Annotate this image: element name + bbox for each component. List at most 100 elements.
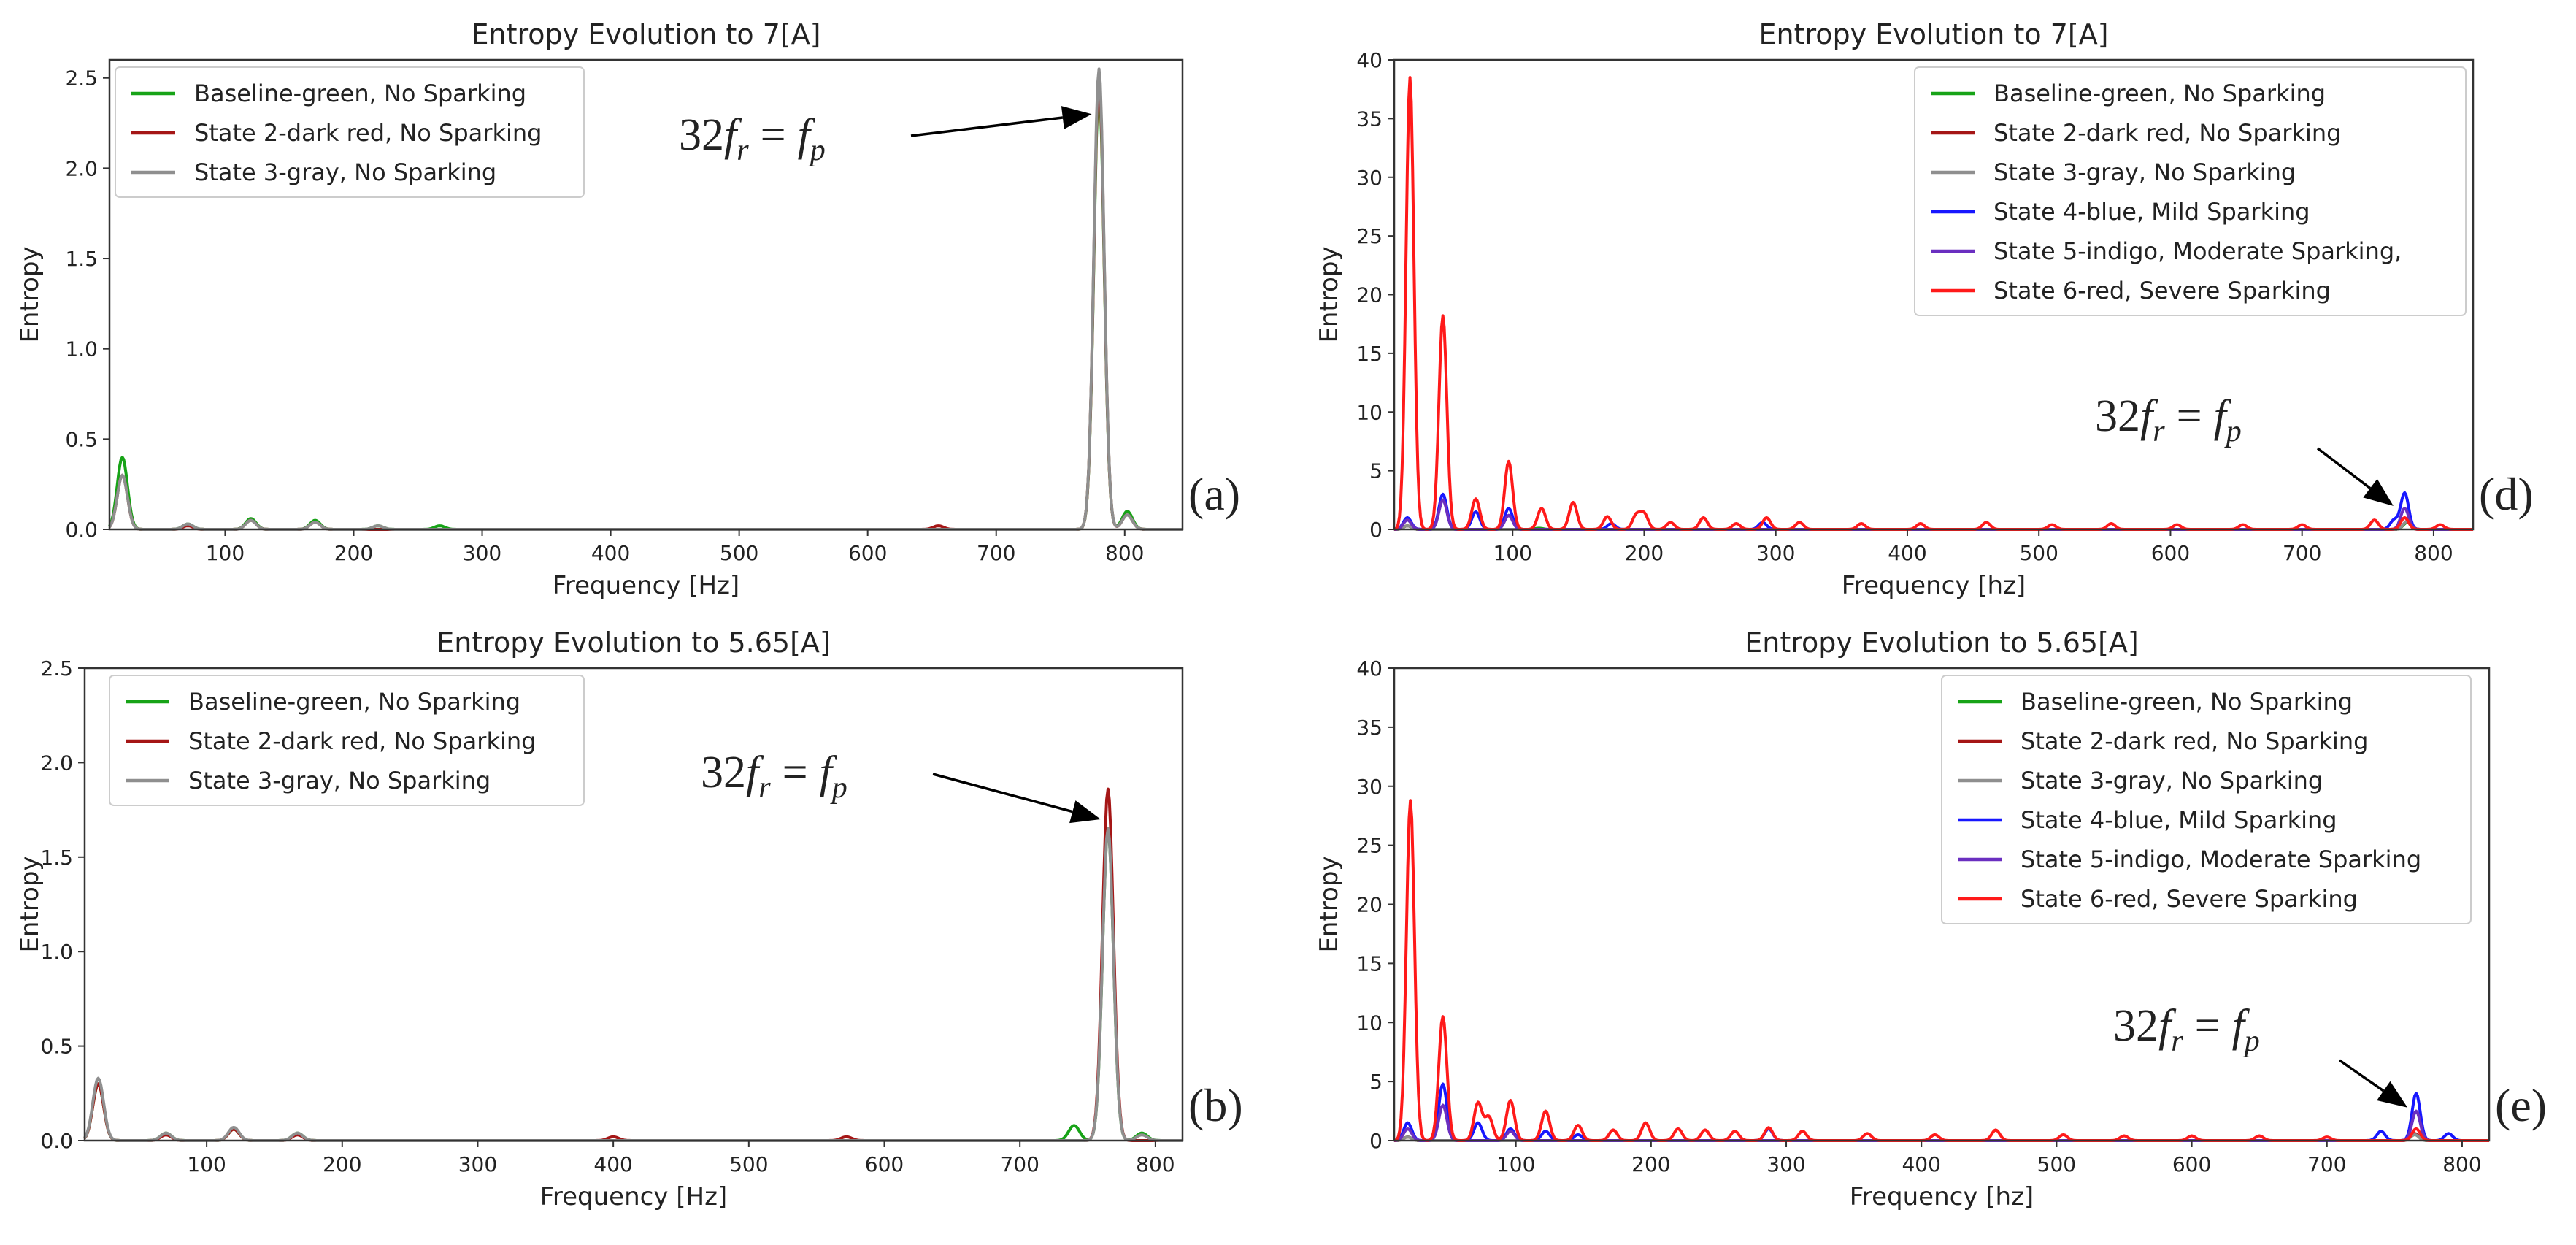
x-tick-label: 200 bbox=[334, 541, 373, 565]
y-tick-label: 0.5 bbox=[65, 427, 98, 451]
formula-coefficient: 32 bbox=[2113, 1001, 2158, 1051]
y-tick-label: 0.5 bbox=[40, 1035, 73, 1059]
legend-label: State 6-red, Severe Sparking bbox=[1993, 277, 2331, 304]
y-tick-label: 2.5 bbox=[40, 656, 73, 681]
y-tick-label: 40 bbox=[1356, 656, 1383, 681]
y-tick-label: 1.5 bbox=[40, 846, 73, 870]
y-tick-label: 0.0 bbox=[65, 518, 98, 542]
formula-subscript-r: r bbox=[758, 771, 771, 805]
x-tick-label: 300 bbox=[1756, 541, 1795, 565]
y-tick-label: 20 bbox=[1356, 283, 1383, 307]
annotation-arrow-head bbox=[1061, 106, 1092, 129]
chart-title: Entropy Evolution to 7[A] bbox=[1758, 18, 2108, 50]
plot-frame bbox=[83, 667, 1184, 1142]
x-tick-label: 100 bbox=[1493, 541, 1531, 565]
formula-equals: = bbox=[783, 748, 808, 797]
y-tick-label: 30 bbox=[1356, 166, 1383, 190]
x-tick-label: 600 bbox=[2172, 1152, 2211, 1176]
series-line-d-4 bbox=[1393, 498, 2474, 531]
x-tick-label: 100 bbox=[206, 541, 245, 565]
panel-letter: (d) bbox=[2479, 468, 2534, 520]
y-tick-label: 1.0 bbox=[65, 337, 98, 361]
x-tick-label: 800 bbox=[1136, 1152, 1174, 1176]
y-tick-label: 2.0 bbox=[65, 156, 98, 180]
series-line-e-4 bbox=[1393, 1103, 2490, 1142]
panel-letter: (e) bbox=[2495, 1079, 2547, 1131]
annotation-arrow-shaft bbox=[932, 773, 1073, 813]
y-tick-label: 25 bbox=[1356, 834, 1383, 858]
x-tick-label: 500 bbox=[2037, 1152, 2076, 1176]
x-tick-label: 600 bbox=[848, 541, 887, 565]
annotation-formula: 32fr = fp bbox=[679, 110, 826, 167]
legend-label: State 3-gray, No Sparking bbox=[2021, 767, 2323, 794]
y-tick-label: 35 bbox=[1356, 107, 1383, 131]
y-tick-label: 1.0 bbox=[40, 940, 73, 964]
x-tick-label: 400 bbox=[593, 1152, 632, 1176]
annotation-arrow-shaft bbox=[910, 116, 1064, 137]
chart-panel-b: Entropy Evolution to 5.65[A] 100 200 300 400… bbox=[15, 627, 1243, 1211]
legend-label: State 4-blue, Mild Sparking bbox=[2021, 806, 2337, 834]
legend-box bbox=[1941, 675, 2472, 924]
chart-panel-e: Entropy Evolution to 5.65[A]100 200 300 400… bbox=[1315, 627, 2547, 1211]
legend-label: State 2-dark red, No Sparking bbox=[194, 119, 542, 147]
x-tick-label: 100 bbox=[187, 1152, 226, 1176]
formula-coefficient: 32 bbox=[679, 110, 724, 160]
y-tick-label: 2.5 bbox=[65, 66, 98, 91]
formula-subscript-p: p bbox=[808, 134, 826, 167]
x-tick-label: 800 bbox=[1105, 541, 1144, 565]
legend-label: State 3-gray, No Sparking bbox=[194, 158, 496, 186]
x-tick-label: 400 bbox=[1888, 541, 1926, 565]
y-tick-label: 5 bbox=[1369, 1070, 1383, 1094]
series-line-e-3 bbox=[1393, 1082, 2490, 1142]
legend-label: State 4-blue, Mild Sparking bbox=[1993, 198, 2310, 226]
y-tick-label: 40 bbox=[1356, 48, 1383, 72]
legend-label: State 2-dark red, No Sparking bbox=[2021, 727, 2368, 755]
x-tick-label: 200 bbox=[323, 1152, 361, 1176]
annotation-formula: 32fr = fp bbox=[701, 748, 847, 805]
x-axis-label: Frequency [hz] bbox=[1842, 571, 2026, 600]
x-tick-label: 800 bbox=[2414, 541, 2453, 565]
formula-equals: = bbox=[761, 110, 786, 160]
x-tick-label: 500 bbox=[729, 1152, 768, 1176]
legend-label: State 3-gray, No Sparking bbox=[1993, 158, 2296, 186]
legend-label: Baseline-green, No Sparking bbox=[2021, 688, 2353, 716]
y-tick-label: 1.5 bbox=[65, 247, 98, 271]
x-tick-label: 300 bbox=[458, 1152, 497, 1176]
plot-frame bbox=[108, 58, 1184, 531]
formula-subscript-p: p bbox=[2242, 1024, 2260, 1058]
y-tick-label: 0.0 bbox=[40, 1129, 73, 1153]
chart-title: Entropy Evolution to 7[A] bbox=[471, 18, 820, 50]
x-tick-label: 400 bbox=[591, 541, 630, 565]
formula-subscript-p: p bbox=[2224, 415, 2242, 448]
x-tick-label: 200 bbox=[1625, 541, 1664, 565]
legend-label: State 5-indigo, Moderate Sparking bbox=[2021, 846, 2421, 873]
formula-coefficient: 32 bbox=[2095, 391, 2140, 441]
x-tick-label: 300 bbox=[1766, 1152, 1805, 1176]
legend-box bbox=[1914, 66, 2467, 316]
x-tick-label: 700 bbox=[977, 541, 1015, 565]
annotation-formula: 32fr = fp bbox=[2095, 391, 2242, 448]
formula-equals: = bbox=[2177, 391, 2202, 441]
annotation-formula: 32fr = fp bbox=[2113, 1001, 2260, 1058]
formula-subscript-r: r bbox=[2153, 415, 2165, 448]
formula-subscript-r: r bbox=[2171, 1024, 2183, 1058]
chart-panel-d: Entropy Evolution to 7[A]100 200 300 400 500… bbox=[1315, 18, 2534, 600]
y-axis-label: Entropy bbox=[1315, 246, 1344, 342]
legend-label: State 2-dark red, No Sparking bbox=[1993, 119, 2341, 147]
series-line-b-2 bbox=[83, 827, 1183, 1142]
legend-label: State 5-indigo, Moderate Sparking, bbox=[1993, 237, 2402, 265]
x-tick-label: 400 bbox=[1902, 1152, 1940, 1176]
annotation-arrow-head bbox=[2377, 1081, 2408, 1108]
x-axis-label: Frequency [Hz] bbox=[540, 1182, 727, 1211]
chart-panel-a: Entropy Evolution to 7[A] 100 200 300 400 500… bbox=[15, 18, 1240, 600]
legend-label: Baseline-green, No Sparking bbox=[194, 80, 526, 107]
y-tick-label: 35 bbox=[1356, 716, 1383, 740]
formula-coefficient: 32 bbox=[701, 748, 746, 797]
formula-subscript-r: r bbox=[737, 134, 749, 167]
x-tick-label: 600 bbox=[865, 1152, 904, 1176]
x-axis-label: Frequency [hz] bbox=[1850, 1182, 2034, 1211]
formula-subscript-p: p bbox=[830, 771, 847, 805]
annotation-arrow-shaft bbox=[2316, 447, 2372, 490]
y-axis-label: Entropy bbox=[1315, 856, 1344, 952]
